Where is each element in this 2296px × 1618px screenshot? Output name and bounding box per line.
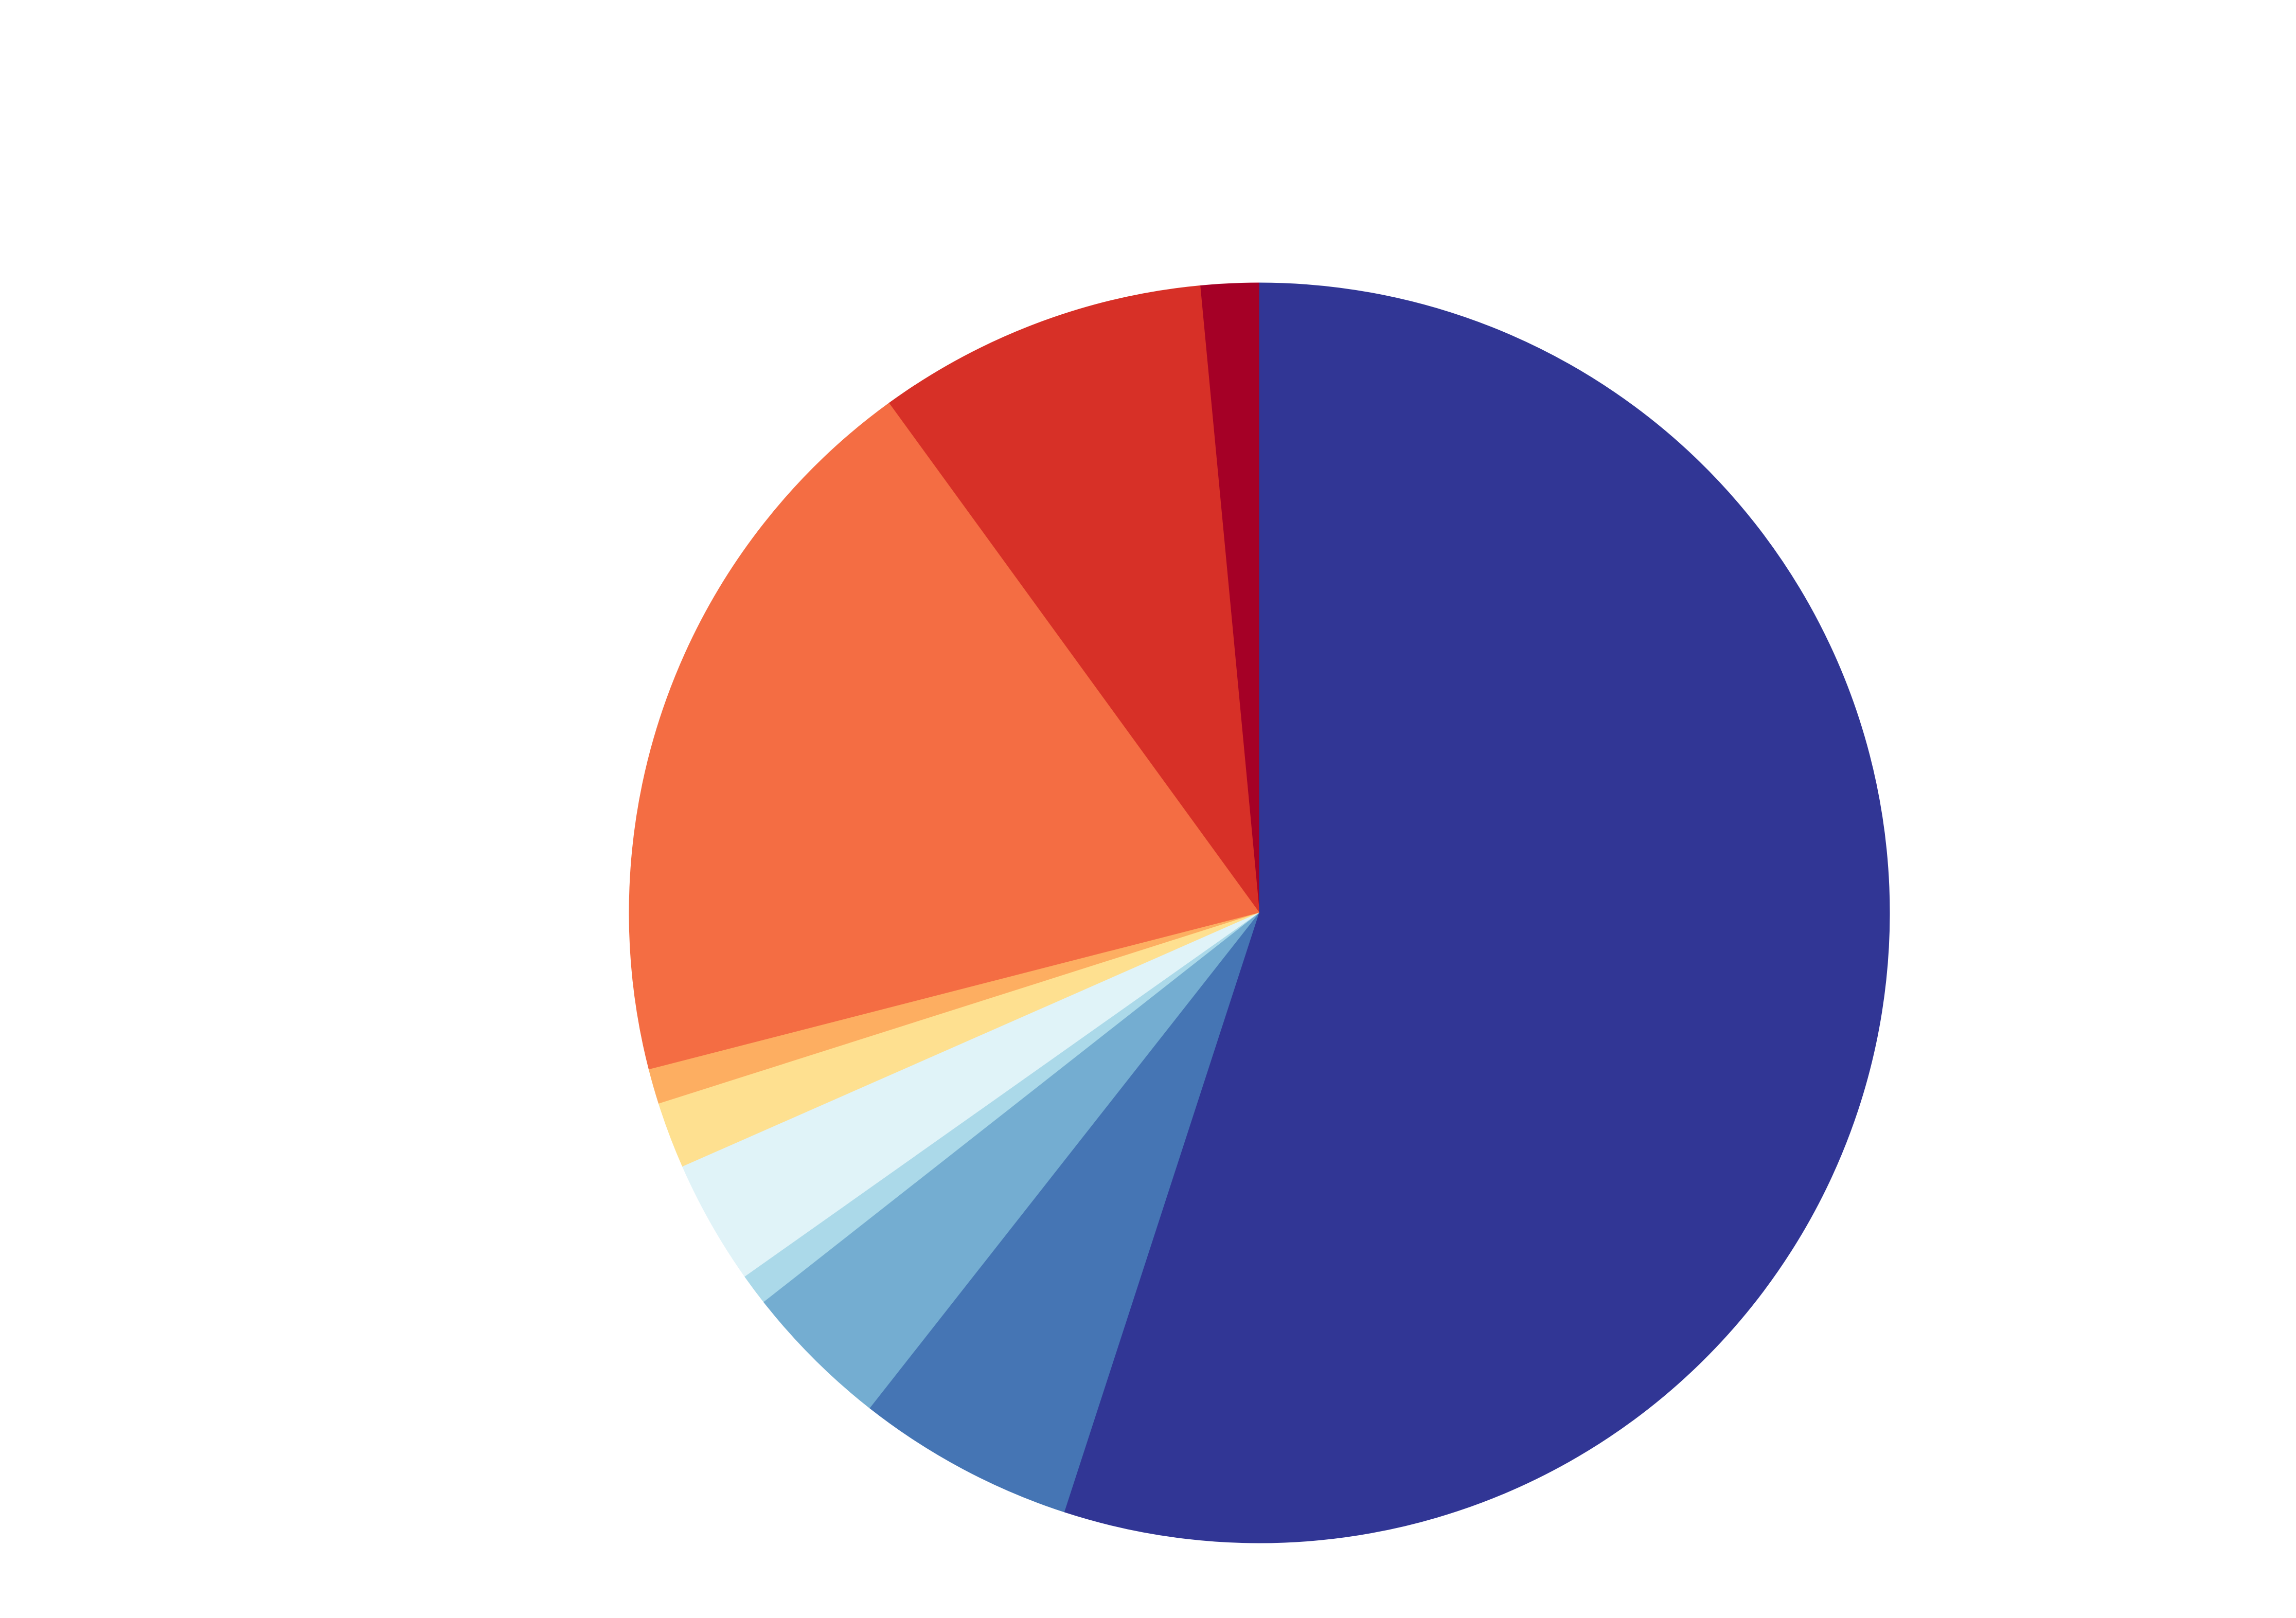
pie-slice-3 bbox=[629, 403, 1260, 1070]
pie-slices-group bbox=[629, 282, 1890, 1543]
pie-slice-10 bbox=[1064, 282, 1890, 1543]
pie-slice-2 bbox=[888, 285, 1260, 914]
pie-slice-9 bbox=[869, 912, 1260, 1513]
pie-slice-6 bbox=[682, 912, 1260, 1278]
pie-slice-8 bbox=[763, 912, 1260, 1409]
